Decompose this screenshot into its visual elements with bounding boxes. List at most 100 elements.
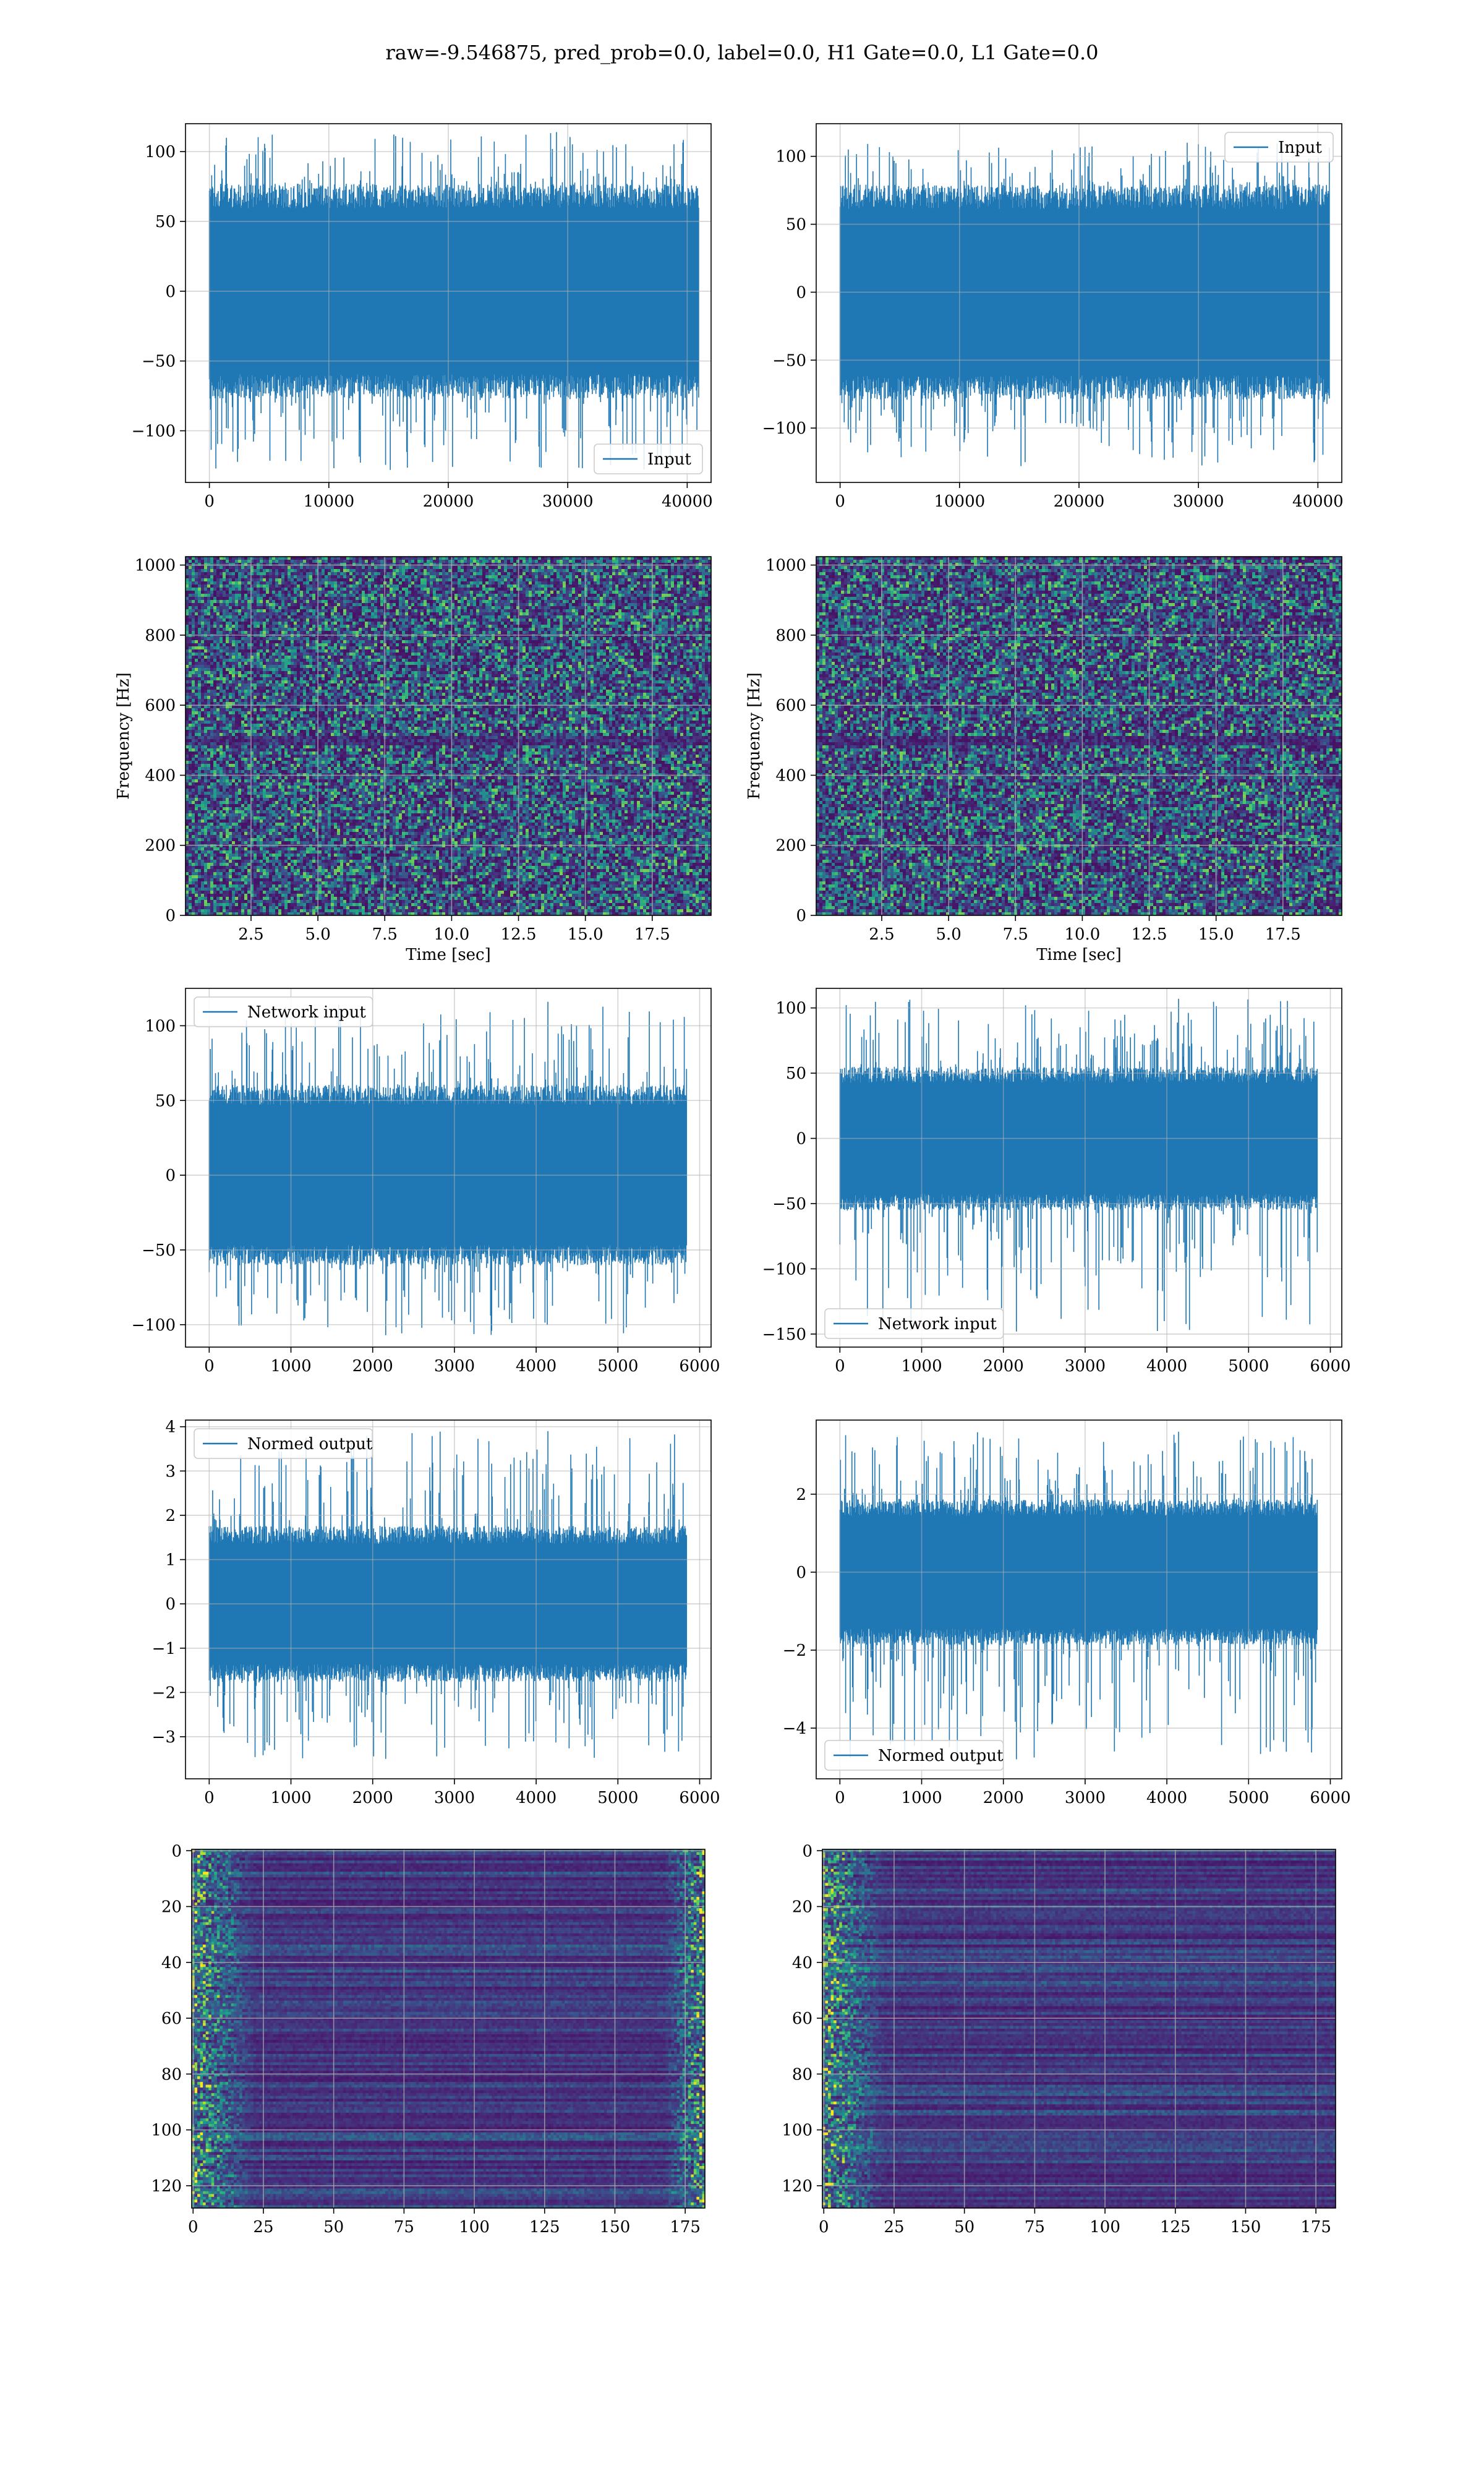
heatmap-cell xyxy=(640,606,644,610)
heatmap-cell xyxy=(198,591,202,594)
heatmap-cell xyxy=(482,572,486,576)
heatmap-cell xyxy=(556,637,560,641)
heatmap-cell xyxy=(612,594,616,597)
heatmap-cell xyxy=(417,606,421,610)
heatmap-cell xyxy=(284,603,288,607)
heatmap-cell xyxy=(269,575,273,579)
heatmap-cell xyxy=(386,615,390,619)
heatmap-cell xyxy=(195,637,198,641)
heatmap-cell xyxy=(368,584,372,588)
heatmap-cell xyxy=(689,575,693,579)
heatmap-cell xyxy=(213,640,217,644)
heatmap-cell xyxy=(263,557,267,560)
heatmap-cell xyxy=(674,594,678,597)
heatmap-cell xyxy=(659,609,662,613)
heatmap-cell xyxy=(532,581,535,585)
heatmap-cell xyxy=(668,557,672,560)
heatmap-cell xyxy=(297,600,301,604)
heatmap-cell xyxy=(405,588,409,591)
heatmap-cell xyxy=(492,594,495,597)
heatmap-cell xyxy=(476,603,480,607)
heatmap-cell xyxy=(186,640,189,644)
heatmap-cell xyxy=(662,584,665,588)
heatmap-cell xyxy=(254,612,257,616)
heatmap-cell xyxy=(312,634,316,638)
heatmap-cell xyxy=(244,622,248,625)
heatmap-cell xyxy=(498,615,501,619)
heatmap-cell xyxy=(454,625,458,628)
heatmap-cell xyxy=(643,643,647,647)
heatmap-cell xyxy=(677,612,681,616)
heatmap-cell xyxy=(399,640,403,644)
heatmap-cell xyxy=(683,612,687,616)
heatmap-cell xyxy=(374,600,378,604)
heatmap-cell xyxy=(362,557,365,560)
heatmap-cell xyxy=(547,615,551,619)
heatmap-cell xyxy=(272,609,276,613)
heatmap-cell xyxy=(278,588,282,591)
heatmap-cell xyxy=(223,581,226,585)
heatmap-cell xyxy=(625,575,628,579)
heatmap-cell xyxy=(254,581,257,585)
heatmap-cell xyxy=(643,622,647,625)
heatmap-cell xyxy=(612,625,616,628)
heatmap-cell xyxy=(652,606,656,610)
heatmap-cell xyxy=(195,618,198,622)
heatmap-cell xyxy=(655,597,659,601)
heatmap-cell xyxy=(603,625,607,628)
heatmap-cell xyxy=(374,578,378,582)
heatmap-cell xyxy=(606,588,610,591)
heatmap-cell xyxy=(405,575,409,579)
heatmap-cell xyxy=(427,609,430,613)
heatmap-cell xyxy=(371,572,375,576)
heatmap-cell xyxy=(189,628,192,631)
heatmap-cell xyxy=(322,600,325,604)
heatmap-cell xyxy=(349,640,353,644)
heatmap-cell xyxy=(226,600,229,604)
heatmap-cell xyxy=(275,615,279,619)
heatmap-cell xyxy=(365,594,369,597)
heatmap-cell xyxy=(281,609,285,613)
heatmap-cell xyxy=(631,594,634,597)
heatmap-cell xyxy=(241,606,245,610)
heatmap-cell xyxy=(220,622,223,625)
heatmap-cell xyxy=(628,628,631,631)
heatmap-cell xyxy=(278,569,282,573)
heatmap-cell xyxy=(257,606,260,610)
heatmap-cell xyxy=(356,560,359,563)
heatmap-cell xyxy=(331,637,335,641)
heatmap-cell xyxy=(464,628,467,631)
heatmap-cell xyxy=(309,634,313,638)
heatmap-cell xyxy=(303,640,307,644)
heatmap-cell xyxy=(705,640,709,644)
heatmap-cell xyxy=(189,631,192,635)
heatmap-cell xyxy=(294,643,297,647)
heatmap-cell xyxy=(349,569,353,573)
heatmap-cell xyxy=(461,575,464,579)
heatmap-cell xyxy=(266,578,270,582)
heatmap-cell xyxy=(461,578,464,582)
heatmap-cell xyxy=(482,643,486,647)
heatmap-cell xyxy=(476,575,480,579)
heatmap-cell xyxy=(411,634,415,638)
heatmap-cell xyxy=(482,578,486,582)
heatmap-cell xyxy=(492,622,495,625)
heatmap-cell xyxy=(207,566,211,570)
heatmap-cell xyxy=(612,591,616,594)
heatmap-cell xyxy=(476,600,480,604)
heatmap-cell xyxy=(674,628,678,631)
heatmap-cell xyxy=(529,609,532,613)
heatmap-cell xyxy=(352,578,356,582)
heatmap-cell xyxy=(349,634,353,638)
heatmap-cell xyxy=(445,628,449,631)
heatmap-cell xyxy=(587,588,591,591)
heatmap-cell xyxy=(241,603,245,607)
heatmap-cell xyxy=(526,606,529,610)
heatmap-cell xyxy=(439,625,443,628)
heatmap-cell xyxy=(510,631,514,635)
heatmap-cell xyxy=(513,643,517,647)
heatmap-cell xyxy=(637,618,641,622)
heatmap-cell xyxy=(229,625,232,628)
heatmap-cell xyxy=(581,618,585,622)
heatmap-cell xyxy=(232,609,236,613)
